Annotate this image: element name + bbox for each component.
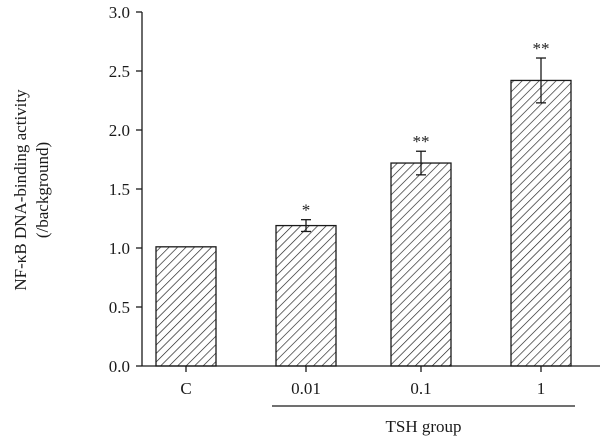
x-axis-ticks: C 0.01 0.1 1	[180, 366, 545, 398]
group-bracket: TSH group	[272, 405, 575, 436]
significance-label: **	[413, 132, 430, 151]
bars-group	[155, 79, 572, 367]
x-tick-label: 1	[537, 379, 546, 398]
y-tick-label: 2.5	[109, 62, 130, 81]
y-tick-label: 0.0	[109, 357, 130, 376]
x-tick-label: C	[180, 379, 191, 398]
bar-0.01	[275, 224, 337, 367]
y-axis-title: NF-κB DNA-binding activity (/background)	[11, 89, 52, 291]
bar-1	[510, 79, 572, 367]
x-tick-label: 0.1	[410, 379, 431, 398]
y-tick-label: 3.0	[109, 3, 130, 22]
y-tick-label: 1.0	[109, 239, 130, 258]
y-axis-ticks: 0.0 0.5 1.0 1.5 2.0 2.5 3.0	[109, 3, 142, 376]
y-tick-label: 1.5	[109, 180, 130, 199]
significance-label: **	[533, 39, 550, 58]
y-axis-title-line2: (/background)	[33, 142, 52, 238]
significance-labels: *****	[302, 39, 550, 220]
error-bars-group	[301, 57, 546, 233]
y-axis-title-line1: NF-κB DNA-binding activity	[11, 89, 30, 291]
bar-0.1	[390, 162, 452, 367]
y-tick-label: 2.0	[109, 121, 130, 140]
bar-C	[155, 246, 217, 367]
x-tick-label: 0.01	[291, 379, 321, 398]
significance-label: *	[302, 201, 311, 220]
y-tick-label: 0.5	[109, 298, 130, 317]
group-bracket-label: TSH group	[385, 417, 461, 436]
